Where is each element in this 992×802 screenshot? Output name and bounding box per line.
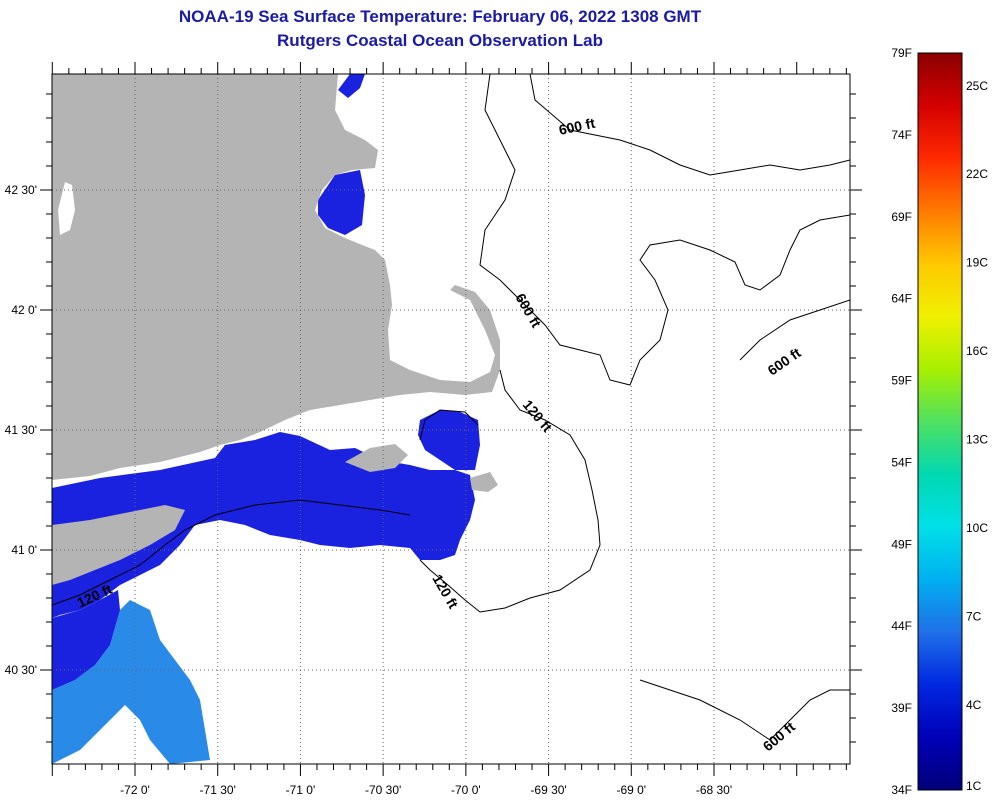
contour-label: 600 ft (557, 115, 596, 138)
colorbar-fahrenheit-labels: 79F 74F 69F 64F 59F 54F 49F 44F 39F 34F (891, 46, 912, 797)
land-long-island (52, 505, 185, 585)
colorbar-label-c: 7C (966, 609, 982, 623)
colorbar-label-f: 74F (891, 128, 912, 142)
longitude-tick-label: -70 0' (451, 783, 481, 797)
map-subtitle: Rutgers Coastal Ocean Observation Lab (277, 31, 603, 50)
longitude-tick-label: -71 30' (200, 783, 236, 797)
longitude-tick-label: -69 30' (530, 783, 566, 797)
longitude-tick-label: -69 0' (616, 783, 646, 797)
colorbar-gradient (917, 52, 963, 791)
colorbar-label-c: 4C (966, 698, 982, 712)
colorbar-label-f: 64F (891, 292, 912, 306)
colorbar-label-f: 79F (891, 46, 912, 60)
map-title: NOAA-19 Sea Surface Temperature: Februar… (178, 7, 702, 26)
latitude-labels: 42 30' 42 0' 41 30' 41 0' 40 30' (5, 183, 37, 677)
sst-blue-area-south (52, 590, 120, 690)
colorbar-label-f: 39F (891, 701, 912, 715)
sst-blue-area-top (338, 74, 365, 98)
colorbar-label-c: 10C (966, 521, 988, 535)
latitude-tick-label: 40 30' (5, 663, 37, 677)
graticule (52, 74, 850, 764)
land-new-england (52, 74, 500, 480)
longitude-tick-label: -70 30' (365, 783, 401, 797)
colorbar-label-f: 34F (891, 783, 912, 797)
longitude-tick-label: -68 30' (696, 783, 732, 797)
longitude-tick-label: -71 0' (286, 783, 316, 797)
sst-blue-area-north (318, 170, 365, 235)
colorbar-label-c: 25C (966, 79, 988, 93)
longitude-tick-label: -72 0' (120, 783, 150, 797)
sst-blue-area-cape (418, 410, 480, 470)
colorbar-label-c: 16C (966, 344, 988, 358)
colorbar-label-f: 59F (891, 374, 912, 388)
map-frame (51, 73, 851, 765)
colorbar-label-c: 13C (966, 433, 988, 447)
colorbar-label-f: 49F (891, 537, 912, 551)
depth-contours (52, 74, 850, 741)
colorbar-celsius-labels: 25C 22C 19C 16C 13C 10C 7C 4C 1C (966, 79, 988, 793)
sst-blue-area (52, 432, 475, 618)
latitude-tick-label: 42 30' (5, 183, 37, 197)
colorbar: 79F 74F 69F 64F 59F 54F 49F 44F 39F 34F 25C 22C 19C… (891, 46, 988, 797)
colorbar-label-c: 22C (966, 167, 988, 181)
colorbar-label-f: 54F (891, 455, 912, 469)
colorbar-label-f: 69F (891, 210, 912, 224)
sst-light-blue-area (52, 600, 210, 764)
land-marthas-vineyard (345, 444, 408, 472)
latitude-tick-label: 41 30' (5, 423, 37, 437)
colorbar-label-f: 44F (891, 619, 912, 633)
longitude-labels: -72 0' -71 30' -71 0' -70 30' -70 0' -69 30' -… (120, 783, 732, 797)
colorbar-label-c: 19C (966, 256, 988, 270)
minor-ticks (40, 62, 862, 776)
cloud-patch (58, 182, 75, 235)
latitude-tick-label: 42 0' (11, 303, 37, 317)
latitude-tick-label: 41 0' (11, 543, 37, 557)
colorbar-label-c: 1C (966, 779, 982, 793)
land-nantucket (470, 472, 498, 492)
